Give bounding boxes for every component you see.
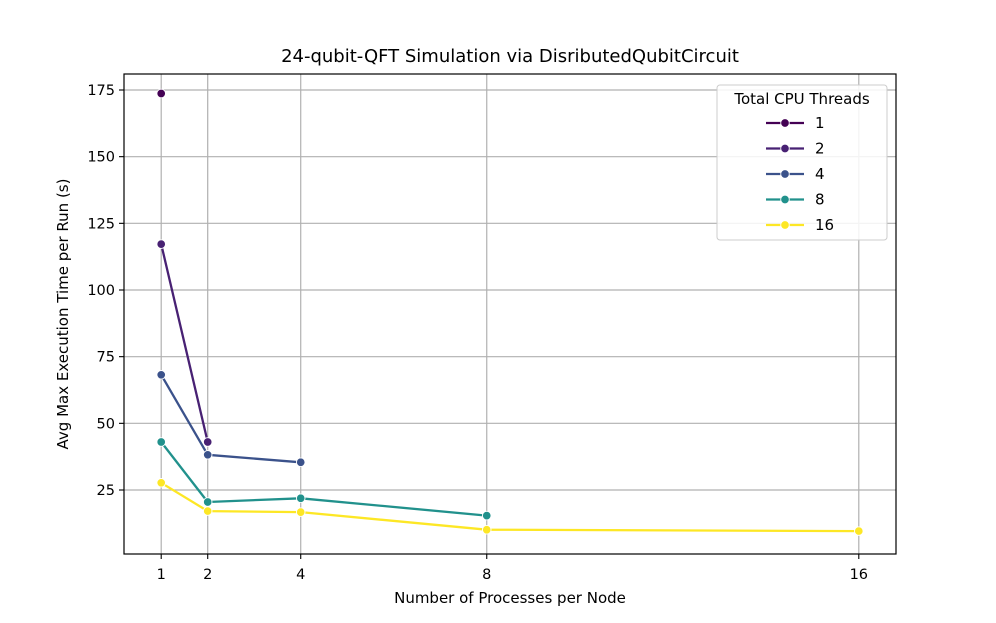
data-point — [156, 239, 166, 249]
legend-marker — [780, 143, 790, 154]
series-line-4 — [160, 373, 302, 464]
legend-label: 2 — [815, 140, 825, 158]
data-point — [202, 506, 213, 516]
series-2 — [156, 239, 213, 447]
data-point — [295, 493, 306, 504]
y-axis-label: Avg Max Execution Time per Run (s) — [54, 179, 72, 450]
legend: Total CPU Threads 1 2 4 8 16 — [716, 84, 888, 241]
x-axis-label: Number of Processes per Node — [394, 589, 626, 607]
data-point — [156, 478, 166, 488]
legend-label: 4 — [815, 165, 825, 183]
data-point — [156, 370, 166, 380]
y-tick-label: 75 — [97, 350, 115, 366]
data-point — [481, 510, 492, 521]
series-1 — [156, 88, 166, 99]
legend-marker — [780, 194, 790, 205]
series-4 — [156, 370, 306, 468]
y-tick-label: 100 — [87, 283, 115, 299]
data-point — [156, 88, 166, 99]
axis-ticks: 1 2 4 8 16 25 50 75 100 125 150 175 — [87, 83, 868, 583]
x-tick-label: 2 — [203, 567, 212, 583]
plot-frame — [123, 73, 897, 555]
data-point — [202, 450, 213, 460]
x-tick-label: 1 — [157, 567, 166, 583]
legend-marker — [780, 118, 790, 128]
legend-label: 8 — [815, 191, 825, 209]
data-point — [156, 437, 166, 447]
legend-entry-4: 4 — [766, 165, 825, 183]
x-tick-label: 8 — [482, 567, 491, 583]
series-16 — [156, 478, 864, 536]
legend-entry-16: 16 — [766, 216, 834, 234]
series-8 — [156, 437, 492, 521]
y-tick-label: 25 — [97, 483, 115, 499]
series-line-8 — [160, 440, 488, 517]
x-tick-label: 4 — [296, 567, 305, 583]
data-point — [202, 497, 213, 507]
legend-marker — [780, 220, 790, 230]
y-tick-label: 50 — [97, 416, 115, 432]
legend-entry-1: 1 — [766, 114, 825, 132]
legend-entry-2: 2 — [766, 140, 825, 158]
chart-title: 24-qubit-QFT Simulation via DisributedQu… — [281, 46, 739, 67]
y-tick-label: 150 — [87, 150, 115, 166]
series-lines — [156, 88, 864, 536]
y-tick-label: 125 — [87, 216, 115, 232]
legend-box — [716, 84, 888, 241]
legend-marker — [780, 169, 790, 179]
legend-label: 1 — [815, 114, 825, 132]
series-line-2 — [160, 242, 209, 444]
x-tick-label: 16 — [850, 567, 868, 583]
legend-label: 16 — [815, 216, 834, 234]
data-point — [295, 507, 306, 517]
data-point — [481, 524, 492, 535]
legend-entries: 1 2 4 8 16 — [766, 114, 834, 234]
y-tick-label: 175 — [87, 83, 115, 99]
legend-entry-8: 8 — [766, 191, 825, 209]
data-point — [854, 526, 864, 536]
legend-title: Total CPU Threads — [733, 90, 870, 108]
data-point — [295, 457, 306, 468]
data-point — [202, 437, 213, 447]
